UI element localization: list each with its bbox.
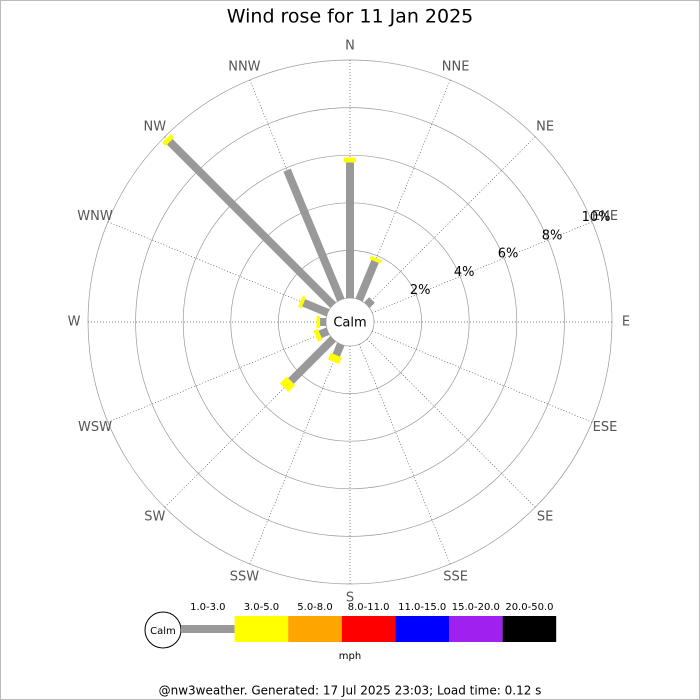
rose-segment: [279, 376, 296, 393]
rose-segment: [355, 259, 379, 302]
direction-label: WSW: [78, 420, 112, 435]
direction-label: E: [622, 315, 630, 330]
rose-segment: [332, 342, 345, 357]
radial-tick-label: 10%: [582, 210, 611, 225]
rose-segment: [288, 336, 336, 384]
direction-label: NW: [144, 119, 167, 134]
rose-segment: [166, 138, 336, 308]
legend-label: 8.0-11.0: [348, 602, 390, 613]
legend-swatch: [502, 616, 557, 642]
direction-label: W: [68, 315, 81, 330]
spoke: [358, 344, 451, 565]
rose-segment: [318, 327, 330, 339]
spoke: [249, 344, 342, 565]
legend-label: 20.0-50.0: [505, 602, 553, 613]
direction-label: S: [346, 591, 354, 606]
radial-tick-label: 2%: [410, 283, 431, 298]
legend-label: 5.0-8.0: [297, 602, 332, 613]
direction-label: SE: [537, 510, 553, 525]
footer: @nw3weather. Generated: 17 Jul 2025 23:0…: [159, 684, 542, 698]
legend-swatch: [341, 616, 396, 642]
ring: [182, 154, 518, 490]
direction-label: N: [345, 39, 355, 54]
legend-label: 3.0-5.0: [244, 602, 279, 613]
rose-segment: [283, 168, 345, 302]
legend-swatch: [449, 616, 503, 642]
legend-swatch: [395, 616, 449, 642]
legend-swatch: [181, 625, 235, 633]
rose-segment: [369, 255, 383, 264]
direction-label: NE: [536, 119, 554, 134]
direction-label: ENE: [592, 209, 618, 224]
direction-label: NNE: [442, 60, 470, 75]
spoke: [372, 330, 593, 423]
rose-segment: [327, 352, 342, 365]
spoke: [372, 221, 593, 314]
direction-label: SW: [144, 510, 165, 525]
rose-segment: [298, 295, 306, 309]
legend-label: 15.0-20.0: [452, 602, 500, 613]
legend-swatch: [288, 616, 342, 642]
direction-label: NNW: [228, 60, 260, 75]
direction-label: SSE: [443, 569, 468, 584]
calm-label: Calm: [333, 316, 366, 331]
radial-tick-label: 4%: [454, 265, 475, 280]
spoke: [366, 136, 536, 306]
legend-calm-label: Calm: [150, 626, 176, 637]
legend-swatch: [234, 616, 289, 642]
spoke: [366, 338, 536, 508]
rose-segment: [364, 297, 375, 308]
legend-unit: mph: [339, 651, 361, 662]
rose-segment: [302, 299, 330, 317]
legend-label: 11.0-15.0: [398, 602, 446, 613]
radial-tick-label: 6%: [498, 247, 519, 262]
calm-circle: [325, 297, 375, 347]
spoke: [107, 221, 328, 314]
direction-label: WNW: [77, 209, 113, 224]
rose-segment: [313, 328, 323, 342]
rose-segment: [162, 134, 175, 147]
direction-label: SSW: [230, 569, 260, 584]
legend-label: 1.0-3.0: [190, 602, 225, 613]
spoke: [107, 330, 328, 423]
chart-title: Wind rose for 11 Jan 2025: [227, 6, 474, 28]
ring: [135, 107, 565, 537]
direction-label: ESE: [593, 420, 618, 435]
radial-tick-label: 8%: [542, 228, 563, 243]
